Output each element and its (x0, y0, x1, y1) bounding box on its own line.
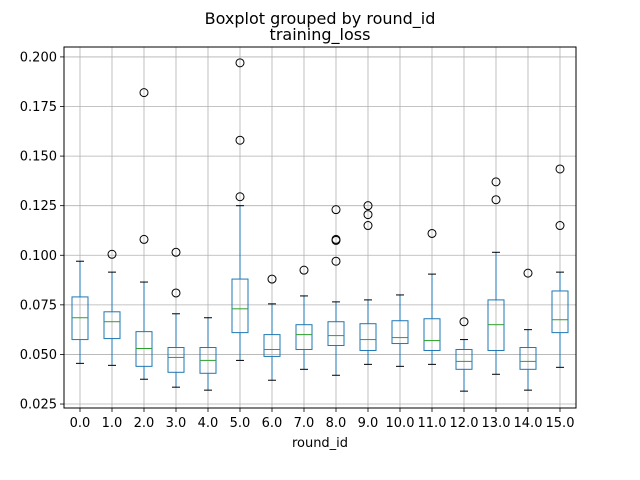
box-group (455, 317, 473, 392)
x-tick-label: 2.0 (134, 416, 155, 431)
outlier-point (171, 288, 181, 298)
x-tick-label: 15.0 (546, 416, 575, 431)
x-tick-label: 0.0 (70, 416, 91, 431)
box-group (103, 249, 121, 366)
x-tick-label: 4.0 (198, 416, 219, 431)
outlier-point (363, 221, 373, 231)
outlier-point (555, 164, 565, 174)
box-group (551, 164, 569, 368)
iqr-box (519, 347, 537, 370)
box-group (167, 247, 185, 388)
y-tick-label: 0.175 (20, 100, 57, 115)
outlier-point (139, 88, 149, 98)
x-tick-label: 10.0 (386, 416, 415, 431)
x-tick-label: 5.0 (230, 416, 251, 431)
outlier-point (235, 58, 245, 68)
iqr-box (455, 348, 473, 370)
box-group (71, 260, 89, 364)
box-group (263, 274, 281, 381)
iqr-box (423, 318, 441, 351)
x-tick-label: 7.0 (294, 416, 315, 431)
x-tick-label: 6.0 (262, 416, 283, 431)
box-group (199, 317, 217, 391)
outlier-point (107, 249, 117, 259)
outlier-point (491, 195, 501, 205)
y-tick-label: 0.100 (20, 249, 57, 264)
outlier-point (555, 221, 565, 231)
y-tick-label: 0.125 (20, 199, 57, 214)
x-tick-label: 13.0 (482, 416, 511, 431)
box-group (519, 268, 537, 391)
outlier-point (331, 234, 341, 244)
iqr-box (167, 347, 185, 373)
box-group (135, 88, 153, 380)
x-tick-label: 9.0 (358, 416, 379, 431)
iqr-box (551, 290, 569, 334)
x-tick-label: 1.0 (102, 416, 123, 431)
outlier-point (363, 201, 373, 211)
box-group (423, 228, 441, 365)
box-group (231, 58, 249, 361)
outlier-point (331, 256, 341, 266)
iqr-box (359, 323, 377, 351)
y-tick-label: 0.050 (20, 348, 57, 363)
box-group (391, 294, 409, 367)
outlier-point (299, 265, 309, 275)
x-tick-label: 12.0 (450, 416, 479, 431)
outlier-point (523, 268, 533, 278)
iqr-box (263, 334, 281, 357)
outlier-point (363, 210, 373, 220)
outlier-point (235, 192, 245, 202)
y-tick-label: 0.075 (20, 298, 57, 313)
outlier-point (235, 135, 245, 145)
outlier-point (427, 228, 437, 238)
outlier-point (267, 274, 277, 284)
y-tick-label: 0.150 (20, 150, 57, 165)
iqr-box (327, 321, 345, 347)
outlier-point (139, 234, 149, 244)
outlier-point (331, 205, 341, 215)
iqr-box (391, 320, 409, 345)
outlier-point (171, 247, 181, 257)
iqr-box (103, 311, 121, 340)
outlier-point (491, 177, 501, 187)
grid-layer (64, 47, 576, 408)
x-tick-label: 3.0 (166, 416, 187, 431)
box-group (295, 265, 313, 370)
plot-frame (63, 46, 577, 409)
x-tick-label: 8.0 (326, 416, 347, 431)
x-axis: 0.0 1.0 2.0 3.0 4.0 5.0 6.0 7.0 8.0 9.0 10.0 11.0 12… (70, 408, 575, 431)
x-tick-label: 11.0 (418, 416, 447, 431)
y-axis: 0.025 0.050 0.075 0.100 0.125 0.150 0.175 0.200 (20, 50, 64, 413)
y-tick-label: 0.025 (20, 398, 57, 413)
box-group (359, 201, 377, 365)
y-tick-label: 0.200 (20, 50, 57, 65)
box-layer (71, 58, 569, 392)
outlier-point (459, 317, 469, 327)
x-axis-label: round_id (292, 436, 348, 451)
iqr-box (231, 278, 249, 334)
iqr-box (295, 324, 313, 350)
chart-title: training_loss (270, 25, 371, 45)
box-group (487, 177, 505, 375)
x-tick-label: 14.0 (514, 416, 543, 431)
chart-suptitle: Boxplot grouped by round_id (205, 9, 436, 29)
box-group (327, 205, 345, 376)
